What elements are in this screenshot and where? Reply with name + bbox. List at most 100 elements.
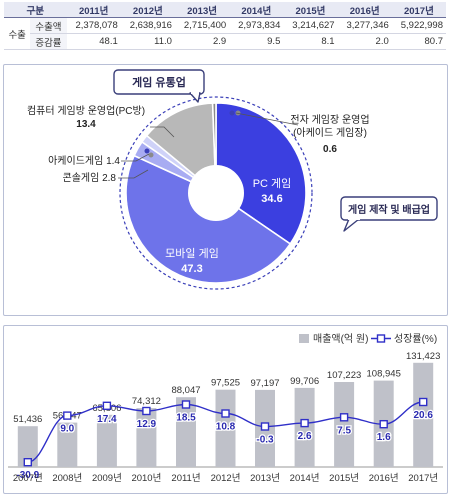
table-cell: 2,973,834 — [238, 20, 281, 31]
export-table: 구분 2011년 2012년 2013년 2014년 2015년 2016년 2… — [4, 2, 446, 50]
donut-panel: 게임 유통업 게임 제작 및 배급업 컴퓨터 게임방 운영업(PC방) 13.4… — [3, 64, 448, 316]
bar-value-label: 97,525 — [211, 378, 240, 389]
table-header-row: 구분 2011년 2012년 2013년 2014년 2015년 2016년 2… — [4, 2, 446, 18]
leader-line — [121, 153, 150, 162]
bars — [17, 362, 434, 467]
leader-line — [235, 112, 299, 126]
bar-value-label: 74,312 — [132, 396, 161, 407]
growth-marker — [221, 409, 230, 418]
growth-value-label: 12.9 — [137, 419, 157, 430]
x-tick-label: 2014년 — [290, 473, 320, 484]
combo-chart: 매출액(억 원) 성장률(%) 51,43656,04765,80674,312… — [8, 333, 443, 484]
bar — [334, 382, 355, 467]
table-cell: 3,214,627 — [292, 20, 335, 31]
table-cell: 5,922,998 — [400, 20, 443, 31]
growth-marker — [419, 397, 428, 407]
growth-value-label: -0.3 — [256, 435, 274, 446]
label-arcade-room: 전자 게임장 운영업 — [290, 113, 369, 126]
row-label: 수출액 — [30, 17, 67, 34]
bar-value-label: 97,197 — [250, 378, 279, 389]
outer-ring — [119, 96, 313, 290]
legend-swatch-bar — [299, 334, 309, 343]
label-mobile-game: 모바일 게임 — [165, 246, 219, 260]
table-cell: 2,638,916 — [129, 20, 172, 31]
growth-value-label: 7.5 — [337, 425, 351, 436]
leader-line — [118, 169, 149, 179]
bar — [57, 422, 78, 467]
table-cell: 80.7 — [424, 36, 444, 47]
leader-line — [150, 126, 175, 138]
table-cell: 11.0 — [154, 36, 172, 47]
leader-dot — [148, 152, 154, 158]
label-mobile-game-value: 47.3 — [181, 263, 202, 275]
row-label: 증감률 — [30, 33, 67, 50]
label-pc-game-value: 34.6 — [261, 193, 282, 205]
x-tick-label: 2011년 — [171, 473, 200, 484]
bar — [96, 414, 117, 467]
bar — [215, 389, 236, 467]
donut-hole — [188, 165, 244, 221]
bar — [176, 397, 196, 467]
bar — [413, 362, 434, 467]
legend-swatch-marker — [376, 334, 386, 343]
bar — [136, 408, 157, 467]
pie-slice — [215, 102, 307, 246]
growth-marker — [300, 418, 309, 428]
x-tick-label: 2012년 — [211, 473, 241, 484]
label-pc-game: PC 게임 — [253, 177, 292, 190]
combo-chart-panel: 매출액(억 원) 성장률(%) 51,43656,04765,80674,312… — [3, 325, 448, 494]
growth-marker — [63, 411, 72, 420]
table-header-cell: 2012년 — [120, 2, 175, 18]
growth-marker — [339, 413, 349, 422]
growth-value-label: 1.6 — [377, 432, 391, 443]
section-label: 수출 — [8, 29, 26, 41]
label-arcade-game: 아케이드게임 1.4 — [48, 154, 120, 167]
callout-distribution: 게임 유통업 — [113, 69, 205, 103]
growth-markers — [23, 397, 428, 467]
leader-dot — [144, 148, 150, 154]
label-arcade-room-2: (아케이드 게임장) — [293, 126, 367, 139]
table-cell: 2.9 — [212, 36, 227, 47]
table-header-cell: 2015년 — [283, 2, 338, 18]
x-tick-label: 2015년 — [329, 473, 359, 484]
x-tick-labels: 2007년 2008년 2009년 2010년 2011년 2012년 2013년 2014년… — [13, 473, 438, 484]
x-tick-label: 2016년 — [369, 473, 399, 484]
label-arcade-room-value: 0.6 — [323, 144, 337, 155]
table-header-cell: 2017년 — [391, 2, 446, 18]
donut-chart: 게임 유통업 게임 제작 및 배급업 컴퓨터 게임방 운영업(PC방) 13.4… — [27, 69, 438, 290]
table-cell: 8.1 — [321, 36, 335, 47]
label-pc-bang-value: 13.4 — [76, 119, 96, 130]
growth-marker — [379, 419, 388, 429]
callout-distribution-text: 게임 유통업 — [132, 75, 186, 89]
growth-value-label: 20.6 — [413, 410, 433, 421]
label-pc-bang: 컴퓨터 게임방 운영업(PC방) — [27, 104, 145, 117]
donut-slices — [125, 102, 307, 284]
table-cell: 9.5 — [267, 36, 281, 47]
label-console-game: 콘솔게임 2.8 — [63, 171, 117, 184]
bar-value-label: 99,706 — [290, 376, 319, 387]
table-header-cell: 구분 — [4, 2, 67, 18]
bar-value-label: 88,047 — [171, 385, 200, 396]
growth-value-labels: -30.9 9.0 17.4 12.9 18.5 10.8 -0.3 2.6 7.5 1.6 20.… — [15, 409, 434, 483]
x-tick-label: 2010년 — [131, 473, 161, 484]
x-tick-label: 2007년 — [13, 473, 43, 484]
bar-value-label: 51,436 — [13, 414, 42, 425]
legend: 매출액(억 원) 성장률(%) — [299, 333, 437, 345]
growth-value-label: 17.4 — [97, 414, 117, 425]
x-tick-label: 2009년 — [92, 473, 122, 484]
table-header-cell: 2013년 — [174, 2, 230, 18]
bar — [17, 426, 38, 467]
legend-label-growth: 성장률(%) — [394, 333, 437, 345]
table-row: 수출 수출액 2,378,078 2,638,916 2,715,400 2,9… — [4, 17, 446, 41]
table-cell: 2,715,400 — [183, 20, 227, 31]
growth-marker — [181, 400, 191, 409]
table-cell: 3,277,346 — [346, 20, 389, 31]
bar — [294, 387, 315, 467]
growth-value-label: 9.0 — [60, 424, 74, 435]
growth-marker — [142, 406, 151, 416]
growth-marker — [260, 422, 270, 431]
bar-value-label: 107,223 — [327, 370, 361, 381]
growth-value-label: 10.8 — [216, 422, 236, 433]
bar-value-label: 131,423 — [406, 351, 440, 362]
